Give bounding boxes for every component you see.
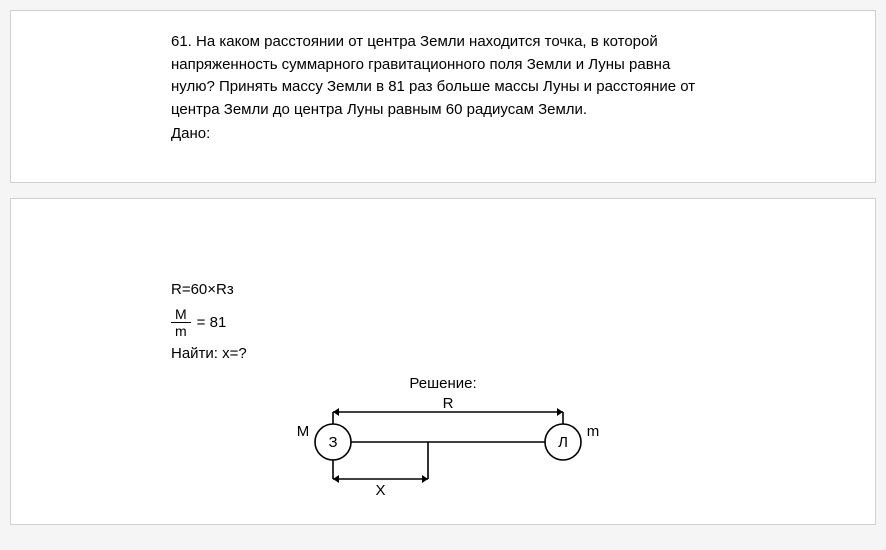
mass-fraction: M m — [171, 306, 191, 339]
problem-text: 61. На каком расстоянии от центра Земли … — [171, 31, 715, 121]
svg-text:З: З — [328, 434, 337, 451]
find-line: Найти: x=? — [171, 343, 715, 366]
svg-text:m: m — [587, 423, 600, 440]
svg-text:Л: Л — [558, 434, 568, 451]
problem-number: 61. — [171, 33, 192, 50]
fraction-equals: = 81 — [197, 314, 227, 331]
fraction-numerator: M — [171, 306, 191, 323]
given-label: Дано: — [171, 125, 715, 142]
page-block-2: R=60×Rз M m = 81 Найти: x=? Решение: З М Л… — [10, 198, 876, 525]
problem-body: На каком расстоянии от центра Земли нахо… — [171, 33, 695, 118]
solution-label: Решение: — [171, 375, 715, 392]
diagram-container: З М Лm R X — [171, 394, 715, 504]
svg-text:М: М — [297, 423, 310, 440]
page-block-1: 61. На каком расстоянии от центра Земли … — [10, 10, 876, 183]
svg-text:X: X — [375, 482, 385, 499]
data-r-line: R=60×Rз — [171, 279, 715, 302]
mass-ratio-line: M m = 81 — [171, 306, 715, 339]
earth-moon-diagram: З М Лm R X — [263, 394, 623, 504]
svg-text:R: R — [443, 395, 454, 412]
fraction-denominator: m — [171, 323, 191, 339]
